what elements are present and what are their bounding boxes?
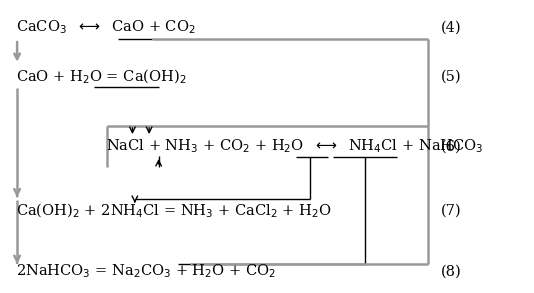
Text: (5): (5) bbox=[441, 70, 461, 84]
Text: CaO + H$_2$O = Ca(OH)$_2$: CaO + H$_2$O = Ca(OH)$_2$ bbox=[15, 68, 186, 86]
Text: (8): (8) bbox=[441, 264, 461, 278]
Text: (4): (4) bbox=[441, 21, 461, 35]
Text: (7): (7) bbox=[441, 203, 461, 217]
Text: Ca(OH)$_2$ + 2NH$_4$Cl = NH$_3$ + CaCl$_2$ + H$_2$O: Ca(OH)$_2$ + 2NH$_4$Cl = NH$_3$ + CaCl$_… bbox=[15, 201, 332, 219]
Text: 2NaHCO$_3$ = Na$_2$CO$_3$ + H$_2$O + CO$_2$: 2NaHCO$_3$ = Na$_2$CO$_3$ + H$_2$O + CO$… bbox=[15, 263, 276, 280]
Text: NaCl + NH$_3$ + CO$_2$ + H$_2$O  $\longleftrightarrow$  NH$_4$Cl + NaHCO$_3$: NaCl + NH$_3$ + CO$_2$ + H$_2$O $\longle… bbox=[106, 138, 484, 155]
Text: CaCO$_3$  $\longleftrightarrow$  CaO + CO$_2$: CaCO$_3$ $\longleftrightarrow$ CaO + CO$… bbox=[15, 19, 195, 36]
Text: (6): (6) bbox=[441, 139, 461, 154]
